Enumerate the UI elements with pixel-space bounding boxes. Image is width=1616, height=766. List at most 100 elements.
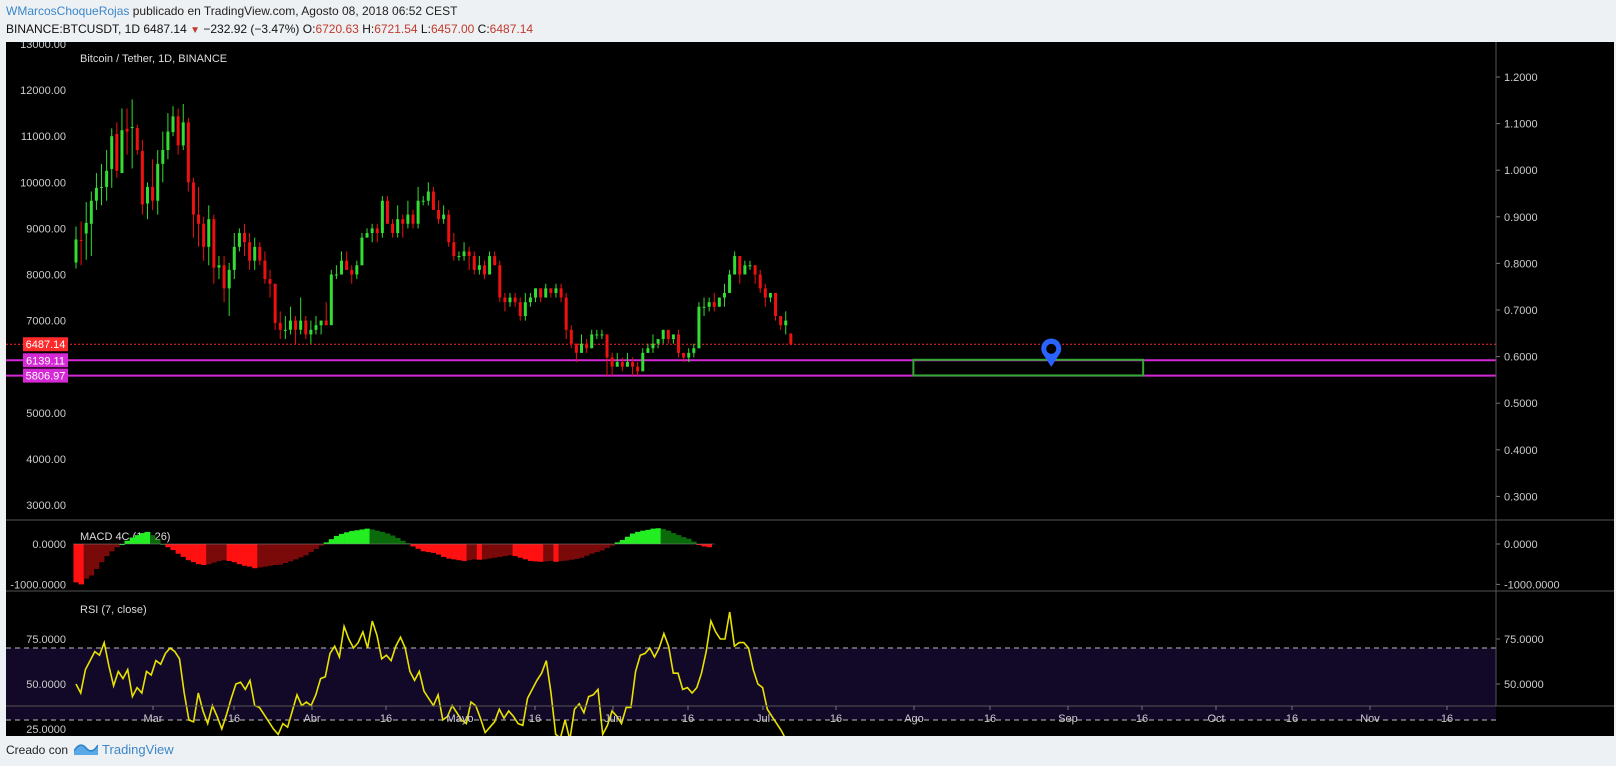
macd-bar — [73, 544, 79, 583]
chart-background — [6, 42, 1614, 736]
macd-bar — [573, 544, 580, 559]
candle-body — [702, 306, 706, 308]
candle-body — [738, 256, 742, 275]
location-pin-hole — [1046, 343, 1057, 354]
time-tick-label: 16 — [529, 713, 541, 725]
candle-body — [569, 329, 573, 344]
macd-bar — [318, 544, 324, 546]
author-link[interactable]: WMarcosChoqueRojas — [6, 4, 130, 18]
macd-bar — [338, 533, 345, 544]
candle-body — [442, 214, 446, 220]
time-axis[interactable]: Mar 16 Abr 16 Mayo 16 Jun 16 Jul 16 Ago 16 Sep 16 Oct 1… — [6, 42, 1614, 725]
candle-body — [574, 343, 578, 353]
candle-body — [488, 256, 492, 275]
price-pane[interactable]: Bitcoin / Tether, 1D, BINANCE 13000.00 120… — [6, 42, 1538, 512]
rsi-title: RSI (7, close) — [80, 604, 147, 616]
candle-body — [477, 265, 481, 270]
candle-body — [258, 246, 262, 261]
candle-body — [467, 251, 471, 257]
chart-area[interactable]: Bitcoin / Tether, 1D, BINANCE 13000.00 120… — [0, 42, 1616, 736]
candle-body — [748, 265, 752, 267]
right-y-tick-label: 1.0000 — [1504, 165, 1538, 177]
macd-bar — [686, 538, 692, 544]
candle-body — [447, 214, 451, 243]
macd-bar — [303, 544, 309, 556]
macd-bar — [236, 544, 243, 565]
tradingview-link[interactable]: TradingView — [102, 742, 174, 757]
macd-bar — [558, 544, 564, 561]
candle-body — [232, 246, 236, 270]
rsi-y-tick-label: 50.0000 — [26, 679, 66, 691]
macd-bar — [83, 544, 90, 579]
candle-body — [79, 239, 83, 241]
macd-bar — [267, 544, 273, 566]
right-y-tick-label: 0.8000 — [1504, 258, 1538, 270]
candle-body — [539, 288, 543, 298]
price-y-tick-label: 9000.00 — [26, 223, 66, 235]
macd-bar — [231, 544, 238, 563]
rsi-pane[interactable]: RSI (7, close) 75.0000 50.0000 25.0000 75.00… — [6, 604, 1544, 736]
time-tick-label: Oct — [1207, 713, 1224, 725]
candle-body — [273, 283, 277, 323]
right-y-tick-label: 0.7000 — [1504, 305, 1538, 317]
rsi-right-tick-label: 50.0000 — [1504, 679, 1544, 691]
macd-bar — [415, 544, 421, 549]
right-y-tick-label: 0.4000 — [1504, 445, 1538, 457]
target-zone-box — [912, 358, 1145, 377]
macd-bar — [344, 532, 350, 544]
candle-body — [534, 288, 538, 298]
macd-bar — [395, 537, 401, 544]
macd-pane[interactable]: MACD 4C (12, 26)0.0000 0.0000-1000.0000 -1… — [10, 528, 1560, 591]
rsi-right-tick-label: 75.0000 — [1504, 634, 1544, 646]
macd-bar — [650, 528, 656, 544]
time-tick-label: 16 — [1286, 713, 1298, 725]
candle-body — [370, 228, 374, 234]
macd-bar — [487, 544, 493, 559]
macd-bar — [349, 531, 355, 544]
ohlc-legend: BINANCE:BTCUSDT, 1D 6487.14 ▼ −232.92 (−… — [6, 22, 533, 36]
macd-bar — [527, 544, 534, 561]
macd-bar — [538, 544, 544, 562]
macd-bar — [155, 539, 161, 544]
candle-body — [503, 297, 507, 303]
candle-body — [186, 122, 190, 183]
macd-bar — [502, 544, 508, 557]
macd-bar — [548, 544, 554, 561]
macd-bar — [696, 544, 702, 545]
candle-body — [692, 348, 696, 353]
candle-body — [130, 126, 134, 128]
candle-body — [457, 256, 461, 258]
macd-bar — [98, 544, 105, 563]
macd-bar — [139, 533, 146, 544]
support-label: 6139.11 — [26, 355, 65, 367]
candle-body — [294, 320, 298, 330]
macd-bar — [78, 544, 84, 585]
candle-body — [197, 214, 201, 224]
candle-body — [217, 265, 221, 268]
macd-bar — [660, 529, 667, 544]
candle-body — [493, 256, 497, 266]
candle-body — [309, 329, 313, 335]
high-label: H: — [362, 22, 375, 36]
price-y-tick-label: 13000.00 — [20, 42, 66, 51]
candle-body — [288, 320, 292, 330]
right-y-tick-label: 0.5000 — [1504, 398, 1538, 410]
candle-body — [631, 362, 635, 367]
macd-bar — [109, 544, 115, 552]
support-label: 5806.97 — [26, 371, 66, 383]
candle-body — [763, 288, 767, 298]
candle-body — [401, 219, 405, 224]
macd-bar — [374, 530, 381, 544]
macd-bar — [675, 535, 682, 544]
macd-bar — [589, 544, 595, 554]
symbol-label: BINANCE:BTCUSDT, 1D — [6, 22, 141, 36]
candle-body — [687, 352, 691, 358]
macd-bar — [190, 544, 197, 563]
candle-body — [697, 306, 701, 349]
macd-bar — [165, 544, 171, 548]
tradingview-logo-icon — [73, 741, 99, 758]
candle-body — [482, 265, 486, 275]
candle-body — [191, 182, 195, 215]
candle-body — [733, 256, 737, 275]
candle-body — [549, 288, 553, 293]
